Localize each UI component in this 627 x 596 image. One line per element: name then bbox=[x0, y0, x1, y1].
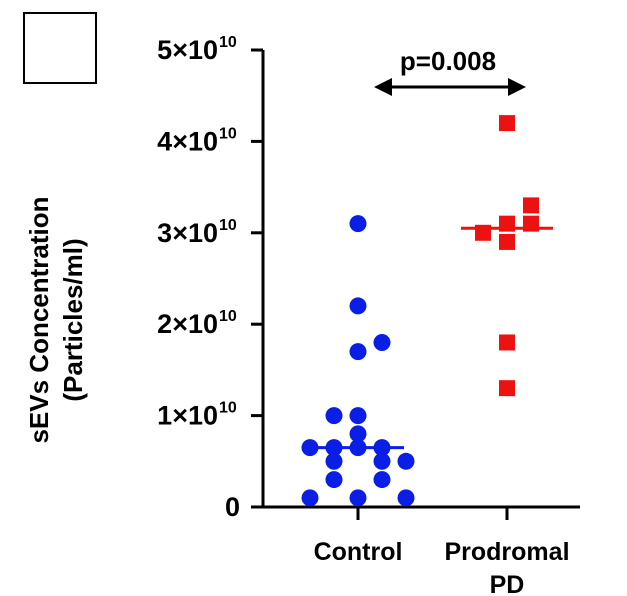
y-tick-label: 2×10 bbox=[157, 309, 218, 339]
significance-annotation: p=0.008 bbox=[374, 46, 526, 96]
data-point bbox=[349, 407, 367, 425]
data-point bbox=[325, 452, 343, 470]
x-tick-label-line2: PD bbox=[490, 571, 525, 596]
data-point bbox=[499, 233, 515, 250]
y-axis-title-line1: sEVs Concentration bbox=[24, 196, 54, 443]
data-point bbox=[499, 115, 515, 132]
data-point bbox=[349, 215, 367, 233]
median-lines bbox=[312, 226, 553, 450]
significance-arrow-left-head bbox=[374, 78, 392, 96]
data-point bbox=[349, 489, 367, 507]
y-tick-exponent: 10 bbox=[219, 308, 237, 325]
x-tick-label: Prodromal bbox=[444, 538, 569, 566]
p-value-label: p=0.008 bbox=[400, 46, 496, 76]
data-point bbox=[349, 425, 367, 443]
data-point bbox=[325, 471, 343, 489]
significance-arrow-right-head bbox=[508, 78, 526, 96]
data-point bbox=[325, 407, 343, 425]
data-point bbox=[373, 471, 391, 489]
x-axis-ticks: Control Prodromal PD bbox=[314, 507, 570, 596]
y-tick-exponent: 10 bbox=[219, 34, 237, 51]
data-point bbox=[373, 333, 391, 351]
data-point bbox=[397, 489, 415, 507]
data-point bbox=[373, 452, 391, 470]
x-tick-label: Control bbox=[314, 538, 403, 566]
data-point bbox=[349, 343, 367, 361]
data-point bbox=[499, 380, 515, 397]
y-tick-exponent: 10 bbox=[219, 217, 237, 234]
data-point bbox=[499, 334, 515, 351]
legend-box bbox=[23, 12, 97, 84]
y-tick-label: 4×10 bbox=[157, 126, 218, 156]
data-point bbox=[397, 452, 415, 470]
y-tick-label: 0 bbox=[225, 492, 240, 522]
y-tick-label: 5×10 bbox=[157, 35, 218, 65]
y-tick-label: 3×10 bbox=[157, 218, 218, 248]
data-point bbox=[523, 197, 539, 214]
y-axis-title: sEVs Concentration (Particles/ml) bbox=[24, 196, 88, 443]
data-points bbox=[301, 115, 539, 507]
data-point bbox=[301, 489, 319, 507]
y-axis-title-line2: (Particles/ml) bbox=[58, 238, 88, 401]
y-tick-exponent: 10 bbox=[219, 400, 237, 417]
data-point bbox=[349, 297, 367, 315]
y-axis-ticks: 01×10 102×10 103×10 104×10 105×10 10 bbox=[157, 34, 263, 522]
y-tick-label: 1×10 bbox=[157, 401, 218, 431]
y-tick-exponent: 10 bbox=[219, 125, 237, 142]
data-point bbox=[301, 439, 319, 457]
